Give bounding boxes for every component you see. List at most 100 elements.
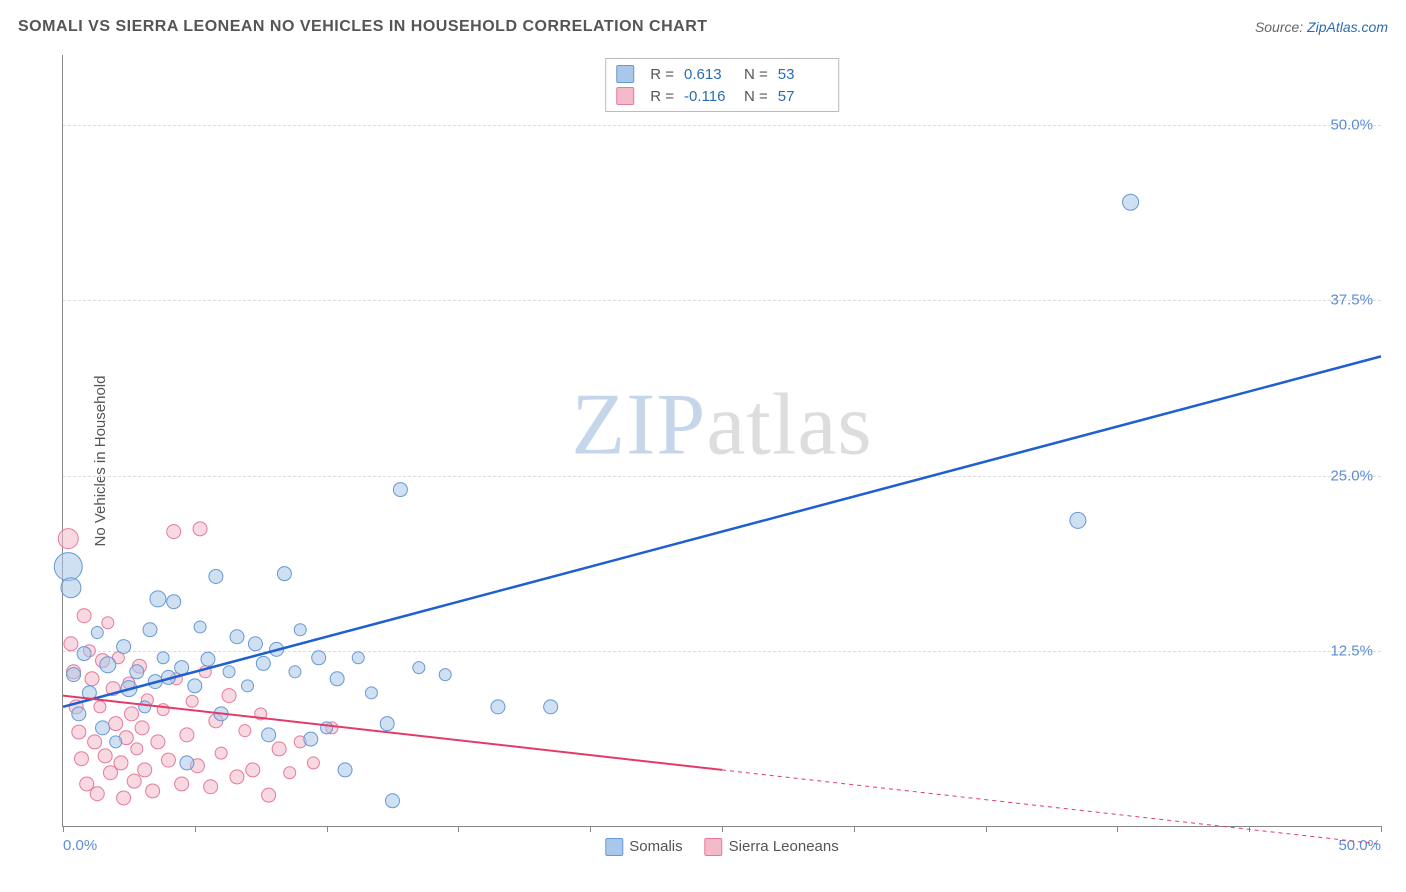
data-point [294, 624, 306, 636]
data-point [215, 747, 227, 759]
data-point [167, 525, 181, 539]
data-point [151, 735, 165, 749]
data-point [1070, 512, 1086, 528]
data-point [180, 756, 194, 770]
data-point [222, 689, 236, 703]
x-tick [854, 826, 855, 832]
data-point [109, 717, 123, 731]
data-point [110, 736, 122, 748]
data-point [193, 522, 207, 536]
data-point [272, 742, 286, 756]
x-tick [63, 826, 64, 832]
legend-item: Sierra Leoneans [705, 838, 839, 856]
source-link[interactable]: ZipAtlas.com [1307, 19, 1388, 35]
data-point [139, 701, 151, 713]
data-point [175, 661, 189, 675]
data-point [239, 725, 251, 737]
data-point [262, 788, 276, 802]
chart-title: SOMALI VS SIERRA LEONEAN NO VEHICLES IN … [18, 18, 708, 36]
data-point [72, 707, 86, 721]
data-point [167, 595, 181, 609]
data-point [304, 732, 318, 746]
data-point [85, 672, 99, 686]
data-point [102, 617, 114, 629]
data-point [188, 679, 202, 693]
data-point [138, 763, 152, 777]
data-point [125, 707, 139, 721]
data-point [321, 722, 333, 734]
data-point [284, 767, 296, 779]
scatter-svg [63, 55, 1381, 826]
data-point [413, 662, 425, 674]
data-point [491, 700, 505, 714]
data-point [67, 668, 81, 682]
legend-swatch [705, 838, 723, 856]
data-point [365, 687, 377, 699]
x-tick-end: 50.0% [1338, 837, 1381, 854]
data-point [180, 728, 194, 742]
data-point [114, 756, 128, 770]
data-point [439, 669, 451, 681]
data-point [256, 656, 270, 670]
correlation-box: R =0.613 N =53 R =-0.116 N =57 [605, 58, 839, 112]
data-point [312, 651, 326, 665]
data-point [186, 695, 198, 707]
data-point [175, 777, 189, 791]
x-tick [195, 826, 196, 832]
correlation-row: R =-0.116 N =57 [616, 85, 828, 107]
trend-line-extension [722, 770, 1381, 844]
x-tick [458, 826, 459, 832]
data-point [54, 553, 82, 581]
data-point [130, 665, 144, 679]
data-point [204, 780, 218, 794]
data-point [223, 666, 235, 678]
legend-swatch [616, 87, 634, 105]
source-credit: Source: ZipAtlas.com [1255, 19, 1388, 35]
data-point [100, 657, 116, 673]
data-point [242, 680, 254, 692]
data-point [209, 569, 223, 583]
x-tick [1381, 826, 1382, 832]
x-tick [986, 826, 987, 832]
data-point [262, 728, 276, 742]
data-point [72, 725, 86, 739]
x-tick [590, 826, 591, 832]
data-point [90, 787, 104, 801]
data-point [161, 753, 175, 767]
data-point [131, 743, 143, 755]
data-point [58, 529, 78, 549]
data-point [277, 567, 291, 581]
data-point [77, 647, 91, 661]
data-point [127, 774, 141, 788]
legend-swatch [616, 65, 634, 83]
data-point [248, 637, 262, 651]
data-point [146, 784, 160, 798]
data-point [289, 666, 301, 678]
data-point [74, 752, 88, 766]
plot-area: ZIPatlas R =0.613 N =53 R =-0.116 N =57 … [62, 55, 1381, 827]
legend: Somalis Sierra Leoneans [605, 838, 838, 856]
x-tick [722, 826, 723, 832]
data-point [338, 763, 352, 777]
data-point [194, 621, 206, 633]
data-point [330, 672, 344, 686]
data-point [544, 700, 558, 714]
data-point [201, 652, 215, 666]
correlation-row: R =0.613 N =53 [616, 63, 828, 85]
data-point [117, 791, 131, 805]
data-point [230, 630, 244, 644]
trend-line [63, 356, 1381, 706]
data-point [143, 623, 157, 637]
data-point [307, 757, 319, 769]
data-point [94, 701, 106, 713]
legend-swatch [605, 838, 623, 856]
legend-item: Somalis [605, 838, 682, 856]
data-point [352, 652, 364, 664]
data-point [64, 637, 78, 651]
data-point [380, 717, 394, 731]
x-tick-start: 0.0% [63, 837, 97, 854]
data-point [150, 591, 166, 607]
data-point [246, 763, 260, 777]
x-tick [327, 826, 328, 832]
data-point [117, 640, 131, 654]
